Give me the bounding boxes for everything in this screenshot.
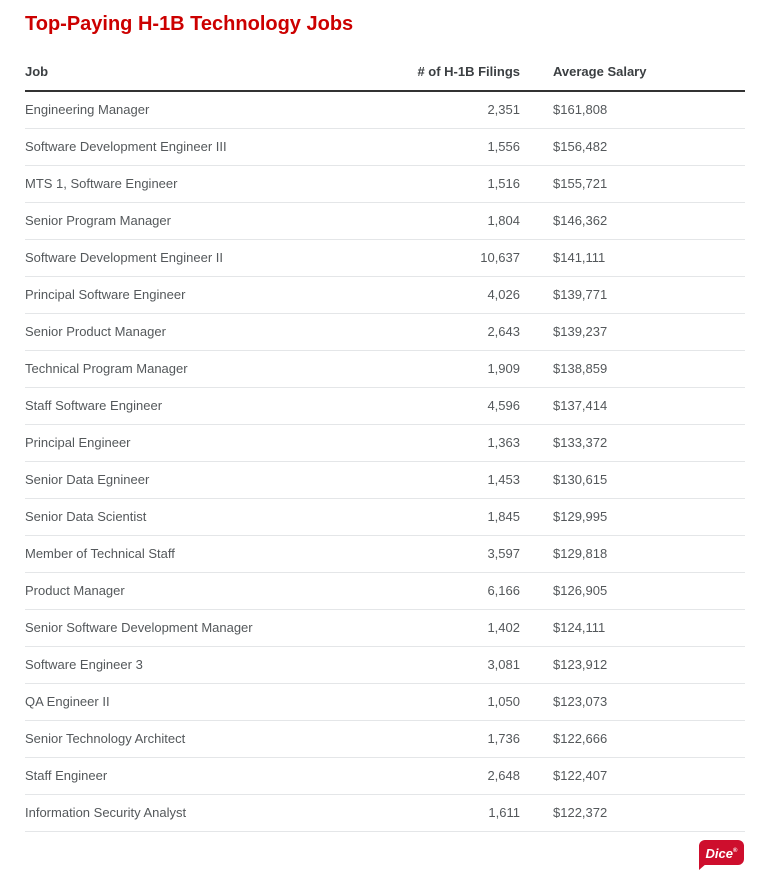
table-row: Senior Data Scientist 1,845 $129,995: [25, 498, 745, 536]
salary-cell: $129,818: [520, 535, 745, 573]
job-cell: Staff Engineer: [25, 757, 375, 795]
job-cell: Engineering Manager: [25, 91, 375, 129]
job-cell: Staff Software Engineer: [25, 387, 375, 425]
table-row: Senior Data Egnineer 1,453 $130,615: [25, 461, 745, 499]
filings-cell: 1,363: [375, 424, 520, 462]
job-cell: Senior Technology Architect: [25, 720, 375, 758]
table-body: Engineering Manager 2,351 $161,808 Softw…: [25, 91, 745, 832]
job-cell: Senior Data Egnineer: [25, 461, 375, 499]
table-row: Principal Software Engineer 4,026 $139,7…: [25, 276, 745, 314]
table-row: MTS 1, Software Engineer 1,516 $155,721: [25, 165, 745, 203]
salary-cell: $122,666: [520, 720, 745, 758]
filings-cell: 1,050: [375, 683, 520, 721]
job-cell: Senior Data Scientist: [25, 498, 375, 536]
filings-cell: 1,804: [375, 202, 520, 240]
job-cell: Software Development Engineer III: [25, 128, 375, 166]
table-row: Product Manager 6,166 $126,905: [25, 572, 745, 610]
table-row: Software Development Engineer II 10,637 …: [25, 239, 745, 277]
filings-cell: 10,637: [375, 239, 520, 277]
filings-cell: 1,611: [375, 794, 520, 832]
job-cell: Principal Software Engineer: [25, 276, 375, 314]
salary-cell: $126,905: [520, 572, 745, 610]
filings-cell: 1,453: [375, 461, 520, 499]
table-row: Software Development Engineer III 1,556 …: [25, 128, 745, 166]
column-header-filings: # of H-1B Filings: [375, 56, 520, 92]
filings-cell: 1,845: [375, 498, 520, 536]
table-row: Senior Product Manager 2,643 $139,237: [25, 313, 745, 351]
table-row: Senior Technology Architect 1,736 $122,6…: [25, 720, 745, 758]
dice-logo[interactable]: Dice®: [699, 840, 744, 870]
dice-logo-tail-icon: [699, 863, 707, 870]
salary-cell: $155,721: [520, 165, 745, 203]
job-cell: Software Development Engineer II: [25, 239, 375, 277]
filings-cell: 2,648: [375, 757, 520, 795]
job-cell: Product Manager: [25, 572, 375, 610]
filings-cell: 2,351: [375, 91, 520, 129]
salary-cell: $123,073: [520, 683, 745, 721]
table-row: QA Engineer II 1,050 $123,073: [25, 683, 745, 721]
job-cell: Principal Engineer: [25, 424, 375, 462]
salary-cell: $133,372: [520, 424, 745, 462]
job-cell: MTS 1, Software Engineer: [25, 165, 375, 203]
column-header-salary: Average Salary: [520, 56, 745, 92]
salary-cell: $141,111: [520, 239, 745, 277]
job-cell: Technical Program Manager: [25, 350, 375, 388]
filings-cell: 1,402: [375, 609, 520, 647]
table-row: Technical Program Manager 1,909 $138,859: [25, 350, 745, 388]
job-cell: Senior Software Development Manager: [25, 609, 375, 647]
salary-cell: $124,111: [520, 609, 745, 647]
salary-cell: $123,912: [520, 646, 745, 684]
job-cell: Information Security Analyst: [25, 794, 375, 832]
table-row: Senior Program Manager 1,804 $146,362: [25, 202, 745, 240]
registered-mark: ®: [733, 848, 738, 854]
header-row: Job # of H-1B Filings Average Salary: [25, 56, 745, 92]
page-container: Top-Paying H-1B Technology Jobs Job # of…: [25, 13, 745, 832]
salary-cell: $139,771: [520, 276, 745, 314]
table-row: Member of Technical Staff 3,597 $129,818: [25, 535, 745, 573]
filings-cell: 2,643: [375, 313, 520, 351]
salary-cell: $130,615: [520, 461, 745, 499]
filings-cell: 1,556: [375, 128, 520, 166]
filings-cell: 3,081: [375, 646, 520, 684]
salary-cell: $137,414: [520, 387, 745, 425]
salary-cell: $129,995: [520, 498, 745, 536]
job-cell: Senior Product Manager: [25, 313, 375, 351]
job-cell: Senior Program Manager: [25, 202, 375, 240]
table-row: Software Engineer 3 3,081 $123,912: [25, 646, 745, 684]
filings-cell: 1,516: [375, 165, 520, 203]
filings-cell: 4,026: [375, 276, 520, 314]
salary-cell: $146,362: [520, 202, 745, 240]
filings-cell: 4,596: [375, 387, 520, 425]
salary-cell: $139,237: [520, 313, 745, 351]
salary-cell: $161,808: [520, 91, 745, 129]
table-row: Information Security Analyst 1,611 $122,…: [25, 794, 745, 832]
job-cell: Software Engineer 3: [25, 646, 375, 684]
filings-cell: 1,736: [375, 720, 520, 758]
filings-cell: 6,166: [375, 572, 520, 610]
filings-cell: 1,909: [375, 350, 520, 388]
table-header: Job # of H-1B Filings Average Salary: [25, 56, 745, 92]
column-header-job: Job: [25, 56, 375, 92]
table-row: Engineering Manager 2,351 $161,808: [25, 91, 745, 129]
salary-cell: $156,482: [520, 128, 745, 166]
table-row: Senior Software Development Manager 1,40…: [25, 609, 745, 647]
table-row: Staff Engineer 2,648 $122,407: [25, 757, 745, 795]
table-row: Staff Software Engineer 4,596 $137,414: [25, 387, 745, 425]
salary-cell: $122,407: [520, 757, 745, 795]
page-title: Top-Paying H-1B Technology Jobs: [25, 13, 354, 35]
dice-logo-text: Dice®: [705, 846, 738, 861]
salary-cell: $122,372: [520, 794, 745, 832]
table-row: Principal Engineer 1,363 $133,372: [25, 424, 745, 462]
filings-cell: 3,597: [375, 535, 520, 573]
jobs-table: Job # of H-1B Filings Average Salary Eng…: [25, 56, 745, 832]
job-cell: QA Engineer II: [25, 683, 375, 721]
job-cell: Member of Technical Staff: [25, 535, 375, 573]
salary-cell: $138,859: [520, 350, 745, 388]
